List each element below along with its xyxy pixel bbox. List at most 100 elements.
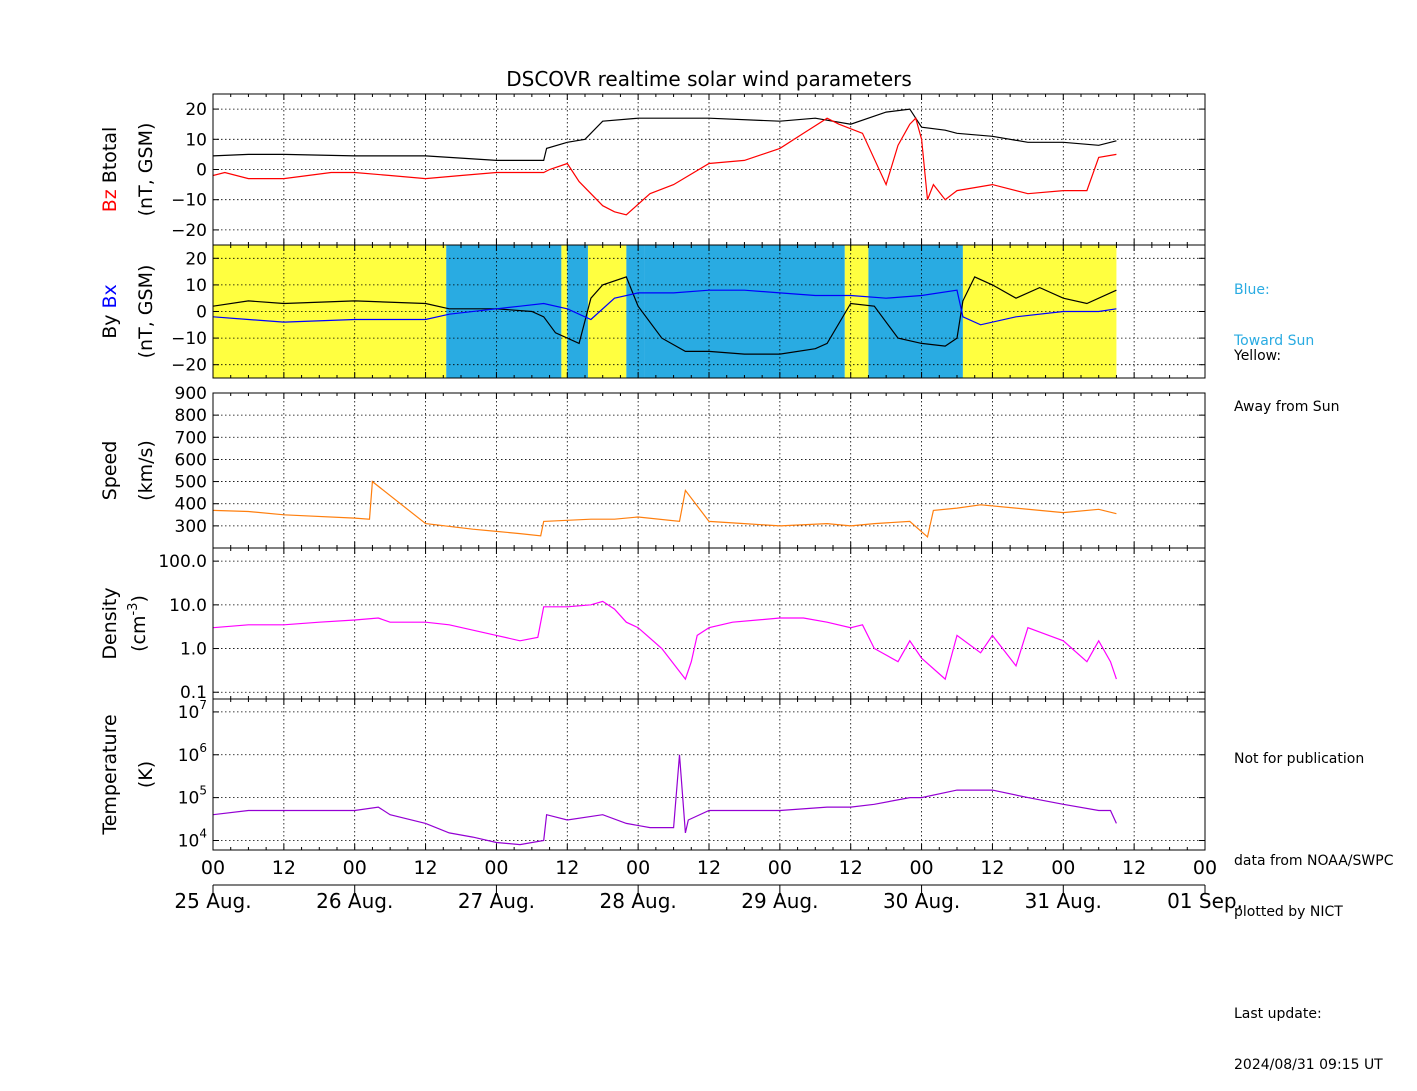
y-tick-exponent: 4 [199,826,207,840]
grid-lines [213,245,1205,378]
y-axis-label-line1: Bz Btotal [99,127,121,213]
y-axis-label-btotal: Btotal [99,127,121,183]
toward-sun-legend: Blue: Toward Sun [1234,248,1314,367]
series-bz [213,117,1117,216]
y-tick-label: 0 [196,303,207,323]
y-tick-label: 300 [175,517,207,537]
grid-lines [213,699,1205,850]
x-hour-label: 12 [413,857,437,879]
y-tick-label: 600 [175,450,207,470]
y-axis-label-units: (km/s) [135,440,157,501]
y-axis-label-bz: Bz [99,189,121,212]
x-hour-label: 00 [484,857,508,879]
y-tick-label: 400 [175,495,207,515]
panel-magnetic-field-bz-btotal: −20 −10 0 10 20 Bz Btotal (nT, GSM) [99,93,1206,246]
x-date-label: 27 Aug. [458,889,535,913]
y-tick-label: −20 [171,221,207,241]
x-minor-ticks [212,245,1206,378]
chart-title: DSCOVR realtime solar wind parameters [506,67,912,91]
x-hour-label: 00 [909,857,933,879]
y-tick-label: 800 [175,406,207,426]
away-from-sun-label-line2: Away from Sun [1234,399,1340,415]
y-axis-label-units: (cm-3) [126,595,150,652]
last-update-label: Last update: [1234,1006,1322,1022]
x-hour-label: 12 [555,857,579,879]
x-date-label: 26 Aug. [316,889,393,913]
x-hour-label: 00 [626,857,650,879]
series-temperature [213,754,1117,846]
x-hour-label: 12 [1122,857,1146,879]
y-axis-label-units: (K) [135,761,157,788]
x-date-label: 31 Aug. [1025,889,1102,913]
grid-lines [213,393,1205,548]
x-date-label: 30 Aug. [883,889,960,913]
x-date-label: 25 Aug. [174,889,251,913]
y-axis-label-quantity: Speed [99,441,121,501]
away-from-sun-label-line1: Yellow: [1234,348,1282,364]
x-hour-label: 12 [839,857,863,879]
x-date-label: 29 Aug. [741,889,818,913]
y-tick-label: 900 [175,384,207,404]
x-hour-label: 12 [980,857,1004,879]
x-hour-label: 00 [1193,857,1217,879]
grid-lines [213,548,1205,699]
sector-toward-5 [626,245,645,378]
series-bx [213,289,1117,326]
x-hour-label: 00 [201,857,225,879]
y-axis-label-bx: Bx [99,284,121,308]
panel-magnetic-field-by-bx: −20 −10 0 10 20 By Bx (nT, GSM) [99,244,1206,379]
panel-density: 0.1 1.0 10.0 100.0 Density (cm-3) [99,547,1206,703]
series-btotal [213,108,1117,161]
x-hour-label: 12 [272,857,296,879]
y-tick-label: −10 [171,191,207,211]
y-axis-label-units: (nT, GSM) [135,265,157,359]
y-axis-label-units: (nT, GSM) [135,123,157,217]
series-density [213,600,1117,681]
y-tick-label: −20 [171,356,207,376]
y-axis-label-quantity: Density [99,587,121,659]
y-tick-label: 20 [185,100,207,120]
y-tick-label: 106 [178,741,207,766]
sector-away-7 [844,245,869,378]
series-by [213,276,1117,355]
sector-toward-8 [868,245,963,378]
y-axis-label-line1: By Bx [99,284,121,339]
x-hour-label: 00 [768,857,792,879]
away-from-sun-legend: Yellow: Away from Sun [1234,314,1339,433]
footer-notes: Not for publication data from NOAA/SWPC … [1234,717,1393,1091]
x-axis: 00 12 00 12 00 12 00 12 00 12 00 12 00 12 00 25 Aug. 26 … [174,857,1243,913]
x-date-label: 01 Sep. [1167,889,1243,913]
x-date-label: 28 Aug. [600,889,677,913]
y-tick-label: 500 [175,473,207,493]
y-tick-base: 10 [178,746,200,766]
y-tick-label: 0 [196,161,207,181]
y-tick-label: 0.1 [180,683,207,703]
y-tick-base: 10 [178,789,200,809]
x-hour-label: 12 [697,857,721,879]
y-axis-label-by: By [99,315,121,339]
sector-away-2 [561,245,568,378]
solar-wind-chart: DSCOVR realtime solar wind parameters −2… [99,67,1243,913]
y-tick-label: 10 [185,276,207,296]
y-tick-label: 10 [185,130,207,150]
last-update-value: 2024/08/31 09:15 UT [1234,1057,1383,1073]
y-tick-exponent: 6 [199,741,207,755]
chart-panels: −20 −10 0 10 20 Bz Btotal (nT, GSM) −20 −10 0 10 20… [99,93,1206,851]
x-hour-label: 00 [343,857,367,879]
toward-sun-label-line2: Toward Sun [1234,333,1315,349]
y-tick-label: 104 [178,826,207,851]
y-tick-label: 1.0 [180,640,207,660]
x-minor-ticks [212,699,1206,850]
y-tick-label: 20 [185,249,207,269]
y-tick-label: 700 [175,428,207,448]
y-tick-label: 105 [178,784,207,809]
grid-lines [213,94,1205,245]
toward-sun-label-line1: Blue: [1234,282,1270,298]
y-tick-exponent: 7 [199,698,207,712]
y-tick-label: −10 [171,329,207,349]
y-tick-exponent: 5 [199,784,207,798]
y-axis-label-quantity: Temperature [99,714,121,835]
y-tick-label: 100.0 [158,552,207,572]
y-tick-label: 107 [178,698,207,723]
